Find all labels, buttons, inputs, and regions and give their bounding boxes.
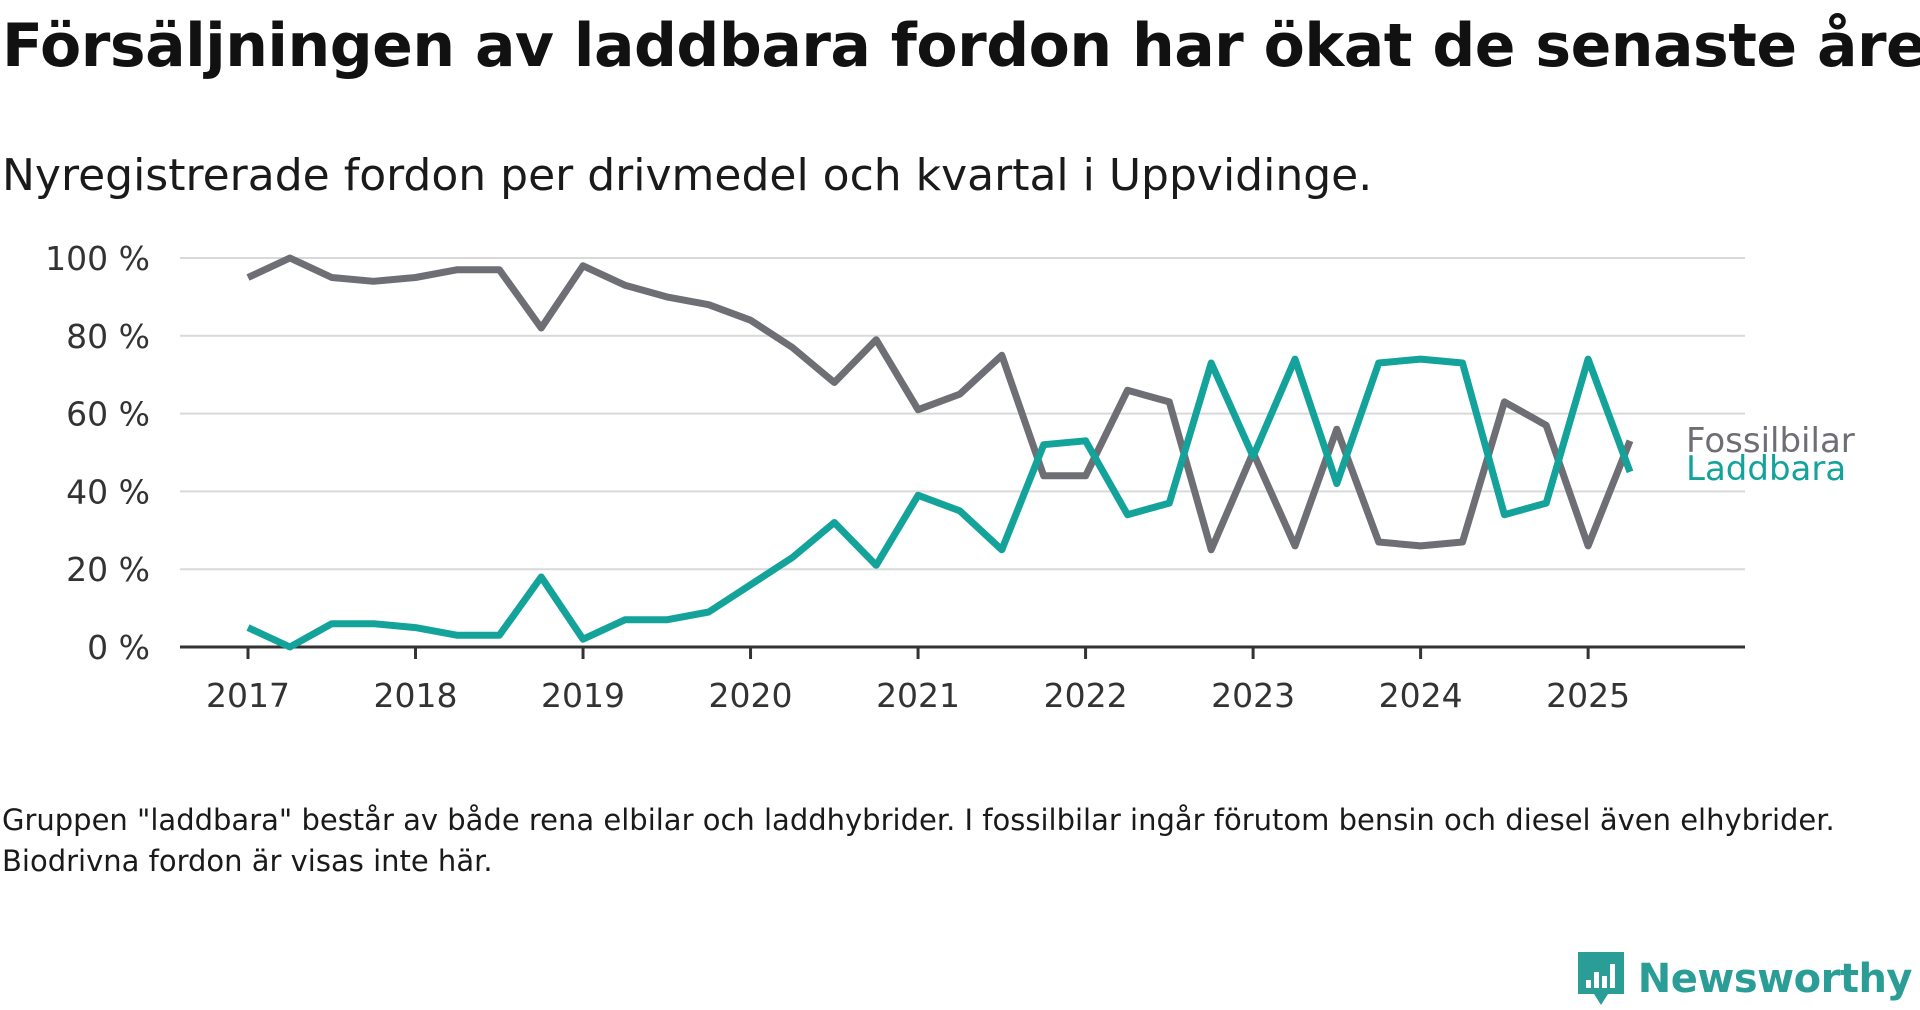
line-chart: 0 % 20 % 40 % 60 % 80 % 100 % 2017 2018 2019 202… <box>45 239 1855 715</box>
x-tick-label: 2022 <box>1044 676 1128 715</box>
x-tick-label: 2018 <box>374 676 458 715</box>
y-tick-label: 80 % <box>66 317 150 356</box>
series-label-fossilbilar: Fossilbilar <box>1686 421 1855 461</box>
brand: Newsworthy <box>1576 950 1913 1008</box>
y-tick-label: 20 % <box>66 550 150 589</box>
footnote: Gruppen "laddbara" består av både rena e… <box>2 803 1835 878</box>
series-line-laddbara <box>246 355 1634 651</box>
series-lines <box>246 254 1634 651</box>
x-tick-label: 2021 <box>876 676 960 715</box>
series-line-fossilbilar <box>246 254 1634 554</box>
chart-subtitle: Nyregistrerade fordon per drivmedel och … <box>2 150 1373 201</box>
gridlines <box>180 257 1745 571</box>
y-axis: 0 % 20 % 40 % 60 % 80 % 100 % <box>45 239 150 667</box>
x-tick-label: 2017 <box>206 676 290 715</box>
y-tick-label: 40 % <box>66 472 150 511</box>
newsworthy-logo-icon <box>1577 952 1624 1005</box>
x-axis: 2017 2018 2019 2020 2021 2022 2023 2024 2025 <box>180 645 1745 715</box>
x-tick-label: 2023 <box>1211 676 1295 715</box>
series-label-laddbara: Laddbara <box>1686 449 1846 489</box>
brand-name: Newsworthy <box>1637 956 1913 1002</box>
chart-title: Försäljningen av laddbara fordon har öka… <box>2 11 1920 81</box>
y-tick-label: 100 % <box>45 239 150 278</box>
y-tick-label: 60 % <box>66 395 150 434</box>
x-tick-label: 2019 <box>541 676 625 715</box>
y-tick-label: 0 % <box>87 628 150 667</box>
x-tick-label: 2024 <box>1379 676 1463 715</box>
x-tick-label: 2020 <box>709 676 793 715</box>
x-tick-label: 2025 <box>1546 676 1630 715</box>
